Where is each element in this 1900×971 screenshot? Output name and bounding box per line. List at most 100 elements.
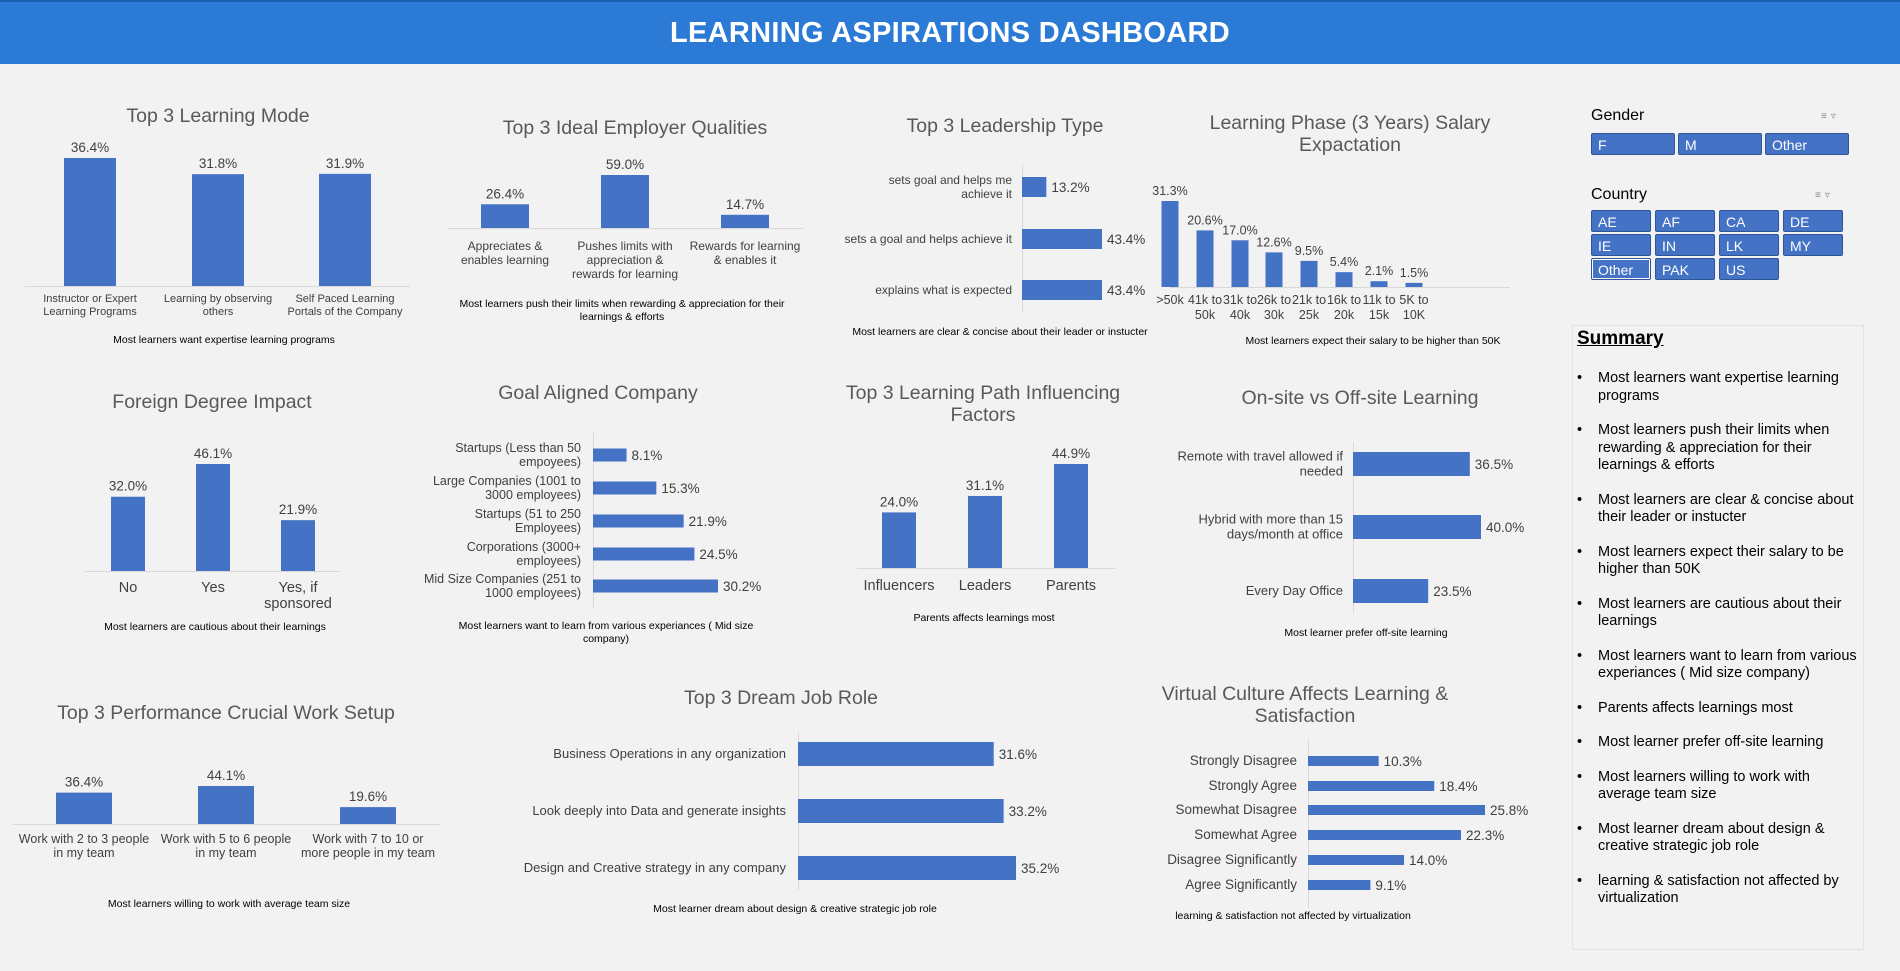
category-label: Business Operations in any organization [553,746,786,761]
slicer-chip-lk[interactable]: LK [1719,234,1779,256]
category-label: Influencers [864,578,935,594]
slicer-chip-f[interactable]: F [1591,133,1675,155]
data-label: 43.4% [1107,232,1145,247]
slicer-chip-ie[interactable]: IE [1591,234,1651,256]
bar[interactable] [1370,281,1388,287]
bar[interactable] [1196,230,1214,287]
slicer-chip-de[interactable]: DE [1783,210,1843,232]
chart-title: Goal Aligned Company [498,382,698,404]
bar[interactable] [1231,240,1249,287]
data-label: 2.1% [1365,264,1394,278]
category-label: Startups (51 to 250 Employees) [475,507,581,535]
chart-title: Top 3 Leadership Type [907,115,1104,137]
bar[interactable] [192,174,244,286]
category-label: 11k to 15k [1362,293,1395,322]
data-label: 33.2% [1009,804,1047,819]
data-label: 20.6% [1187,213,1222,227]
category-label: Work with 7 to 10 or more people in my te… [301,832,435,860]
bar[interactable] [1022,177,1047,197]
bar[interactable] [968,495,1002,568]
bar[interactable] [111,496,145,571]
slicer-chip-my[interactable]: MY [1783,234,1843,256]
bar[interactable] [1022,229,1102,249]
bar[interactable] [601,175,649,228]
bar[interactable] [798,856,1016,880]
bar[interactable] [1308,781,1435,791]
bar[interactable] [1308,805,1485,815]
chart-caption: learning & satisfaction not affected by … [1175,910,1411,922]
bar[interactable] [1265,252,1283,287]
bar[interactable] [1054,464,1088,568]
bar[interactable] [1308,880,1371,890]
bar[interactable] [481,204,529,228]
bar[interactable] [1353,515,1481,539]
category-label: Large Companies (1001 to 3000 employees) [433,474,581,502]
bar[interactable] [593,514,684,528]
bar[interactable] [721,214,769,228]
bar[interactable] [281,520,315,571]
data-label: 23.5% [1433,584,1471,599]
bar[interactable] [798,742,994,766]
country-slicer-title: Country [1591,186,1648,203]
data-label: 40.0% [1486,520,1524,535]
bar[interactable] [1022,280,1102,300]
category-label: Appreciates & enables learning [461,239,549,267]
slicer-chip-other[interactable]: Other [1591,258,1651,280]
slicer-chip-m[interactable]: M [1678,133,1762,155]
header-banner: LEARNING ASPIRATIONS DASHBOARD [0,0,1900,64]
data-label: 35.2% [1021,861,1059,876]
bar[interactable] [593,547,695,561]
category-label: Instructor or Expert Learning Programs [43,293,137,318]
summary-item: Most learners expect their salary to be … [1577,544,1860,579]
virtual-culture-chart: Virtual Culture Affects Learning & Satisf… [1162,683,1529,922]
bar[interactable] [198,786,254,824]
data-label: 9.1% [1375,878,1406,893]
bar[interactable] [1161,201,1179,287]
summary-item: Most learners are clear & concise about … [1577,492,1860,527]
data-label: 1.5% [1400,266,1429,280]
chart-caption: Most learners are cautious about their l… [104,621,326,633]
category-label: 5K to 10K [1399,293,1428,322]
bar[interactable] [882,512,916,568]
multi-select-icon[interactable]: ≡▿ [1815,190,1834,201]
data-label: 30.2% [723,579,761,594]
bar[interactable] [798,799,1004,823]
bar[interactable] [593,579,718,593]
summary-item: Most learners willing to work with avera… [1577,769,1860,804]
slicer-chip-pak[interactable]: PAK [1655,258,1715,280]
bar[interactable] [1300,260,1318,287]
bar[interactable] [1353,452,1470,476]
multi-select-icon[interactable]: ≡▿ [1821,111,1840,122]
bar[interactable] [56,792,112,824]
slicer-chip-us[interactable]: US [1719,258,1779,280]
bar[interactable] [340,807,396,824]
bar[interactable] [593,448,627,462]
slicer-chip-af[interactable]: AF [1655,210,1715,232]
category-label: Somewhat Agree [1194,827,1297,842]
bar[interactable] [1353,579,1429,603]
data-label: 8.1% [632,448,663,463]
slicer-chip-other[interactable]: Other [1765,133,1849,155]
slicer-chip-in[interactable]: IN [1655,234,1715,256]
bar[interactable] [1308,756,1379,766]
chart-title: Top 3 Ideal Employer Qualities [503,117,768,139]
data-label: 31.3% [1152,184,1187,198]
slicer-chip-ca[interactable]: CA [1719,210,1779,232]
data-label: 59.0% [606,157,644,172]
category-label: sets goal and helps me achieve it [889,173,1013,201]
bar[interactable] [196,464,230,571]
country-slicer: Country ≡▿ AE AF CA DE IE IN LK MY Other PAK US [1591,186,1853,286]
bar[interactable] [593,481,657,495]
bar[interactable] [1335,272,1353,287]
bar[interactable] [1308,855,1405,865]
bar[interactable] [64,158,116,286]
category-label: Work with 5 to 6 people in my team [161,832,291,860]
bar[interactable] [1308,830,1461,840]
learning-path-factors-chart: Top 3 Learning Path Influencing Factors 24… [846,382,1120,624]
category-label: Leaders [959,578,1011,594]
slicer-chip-ae[interactable]: AE [1591,210,1651,232]
bar[interactable] [1405,282,1423,287]
bar[interactable] [319,173,371,286]
data-label: 24.5% [699,547,737,562]
